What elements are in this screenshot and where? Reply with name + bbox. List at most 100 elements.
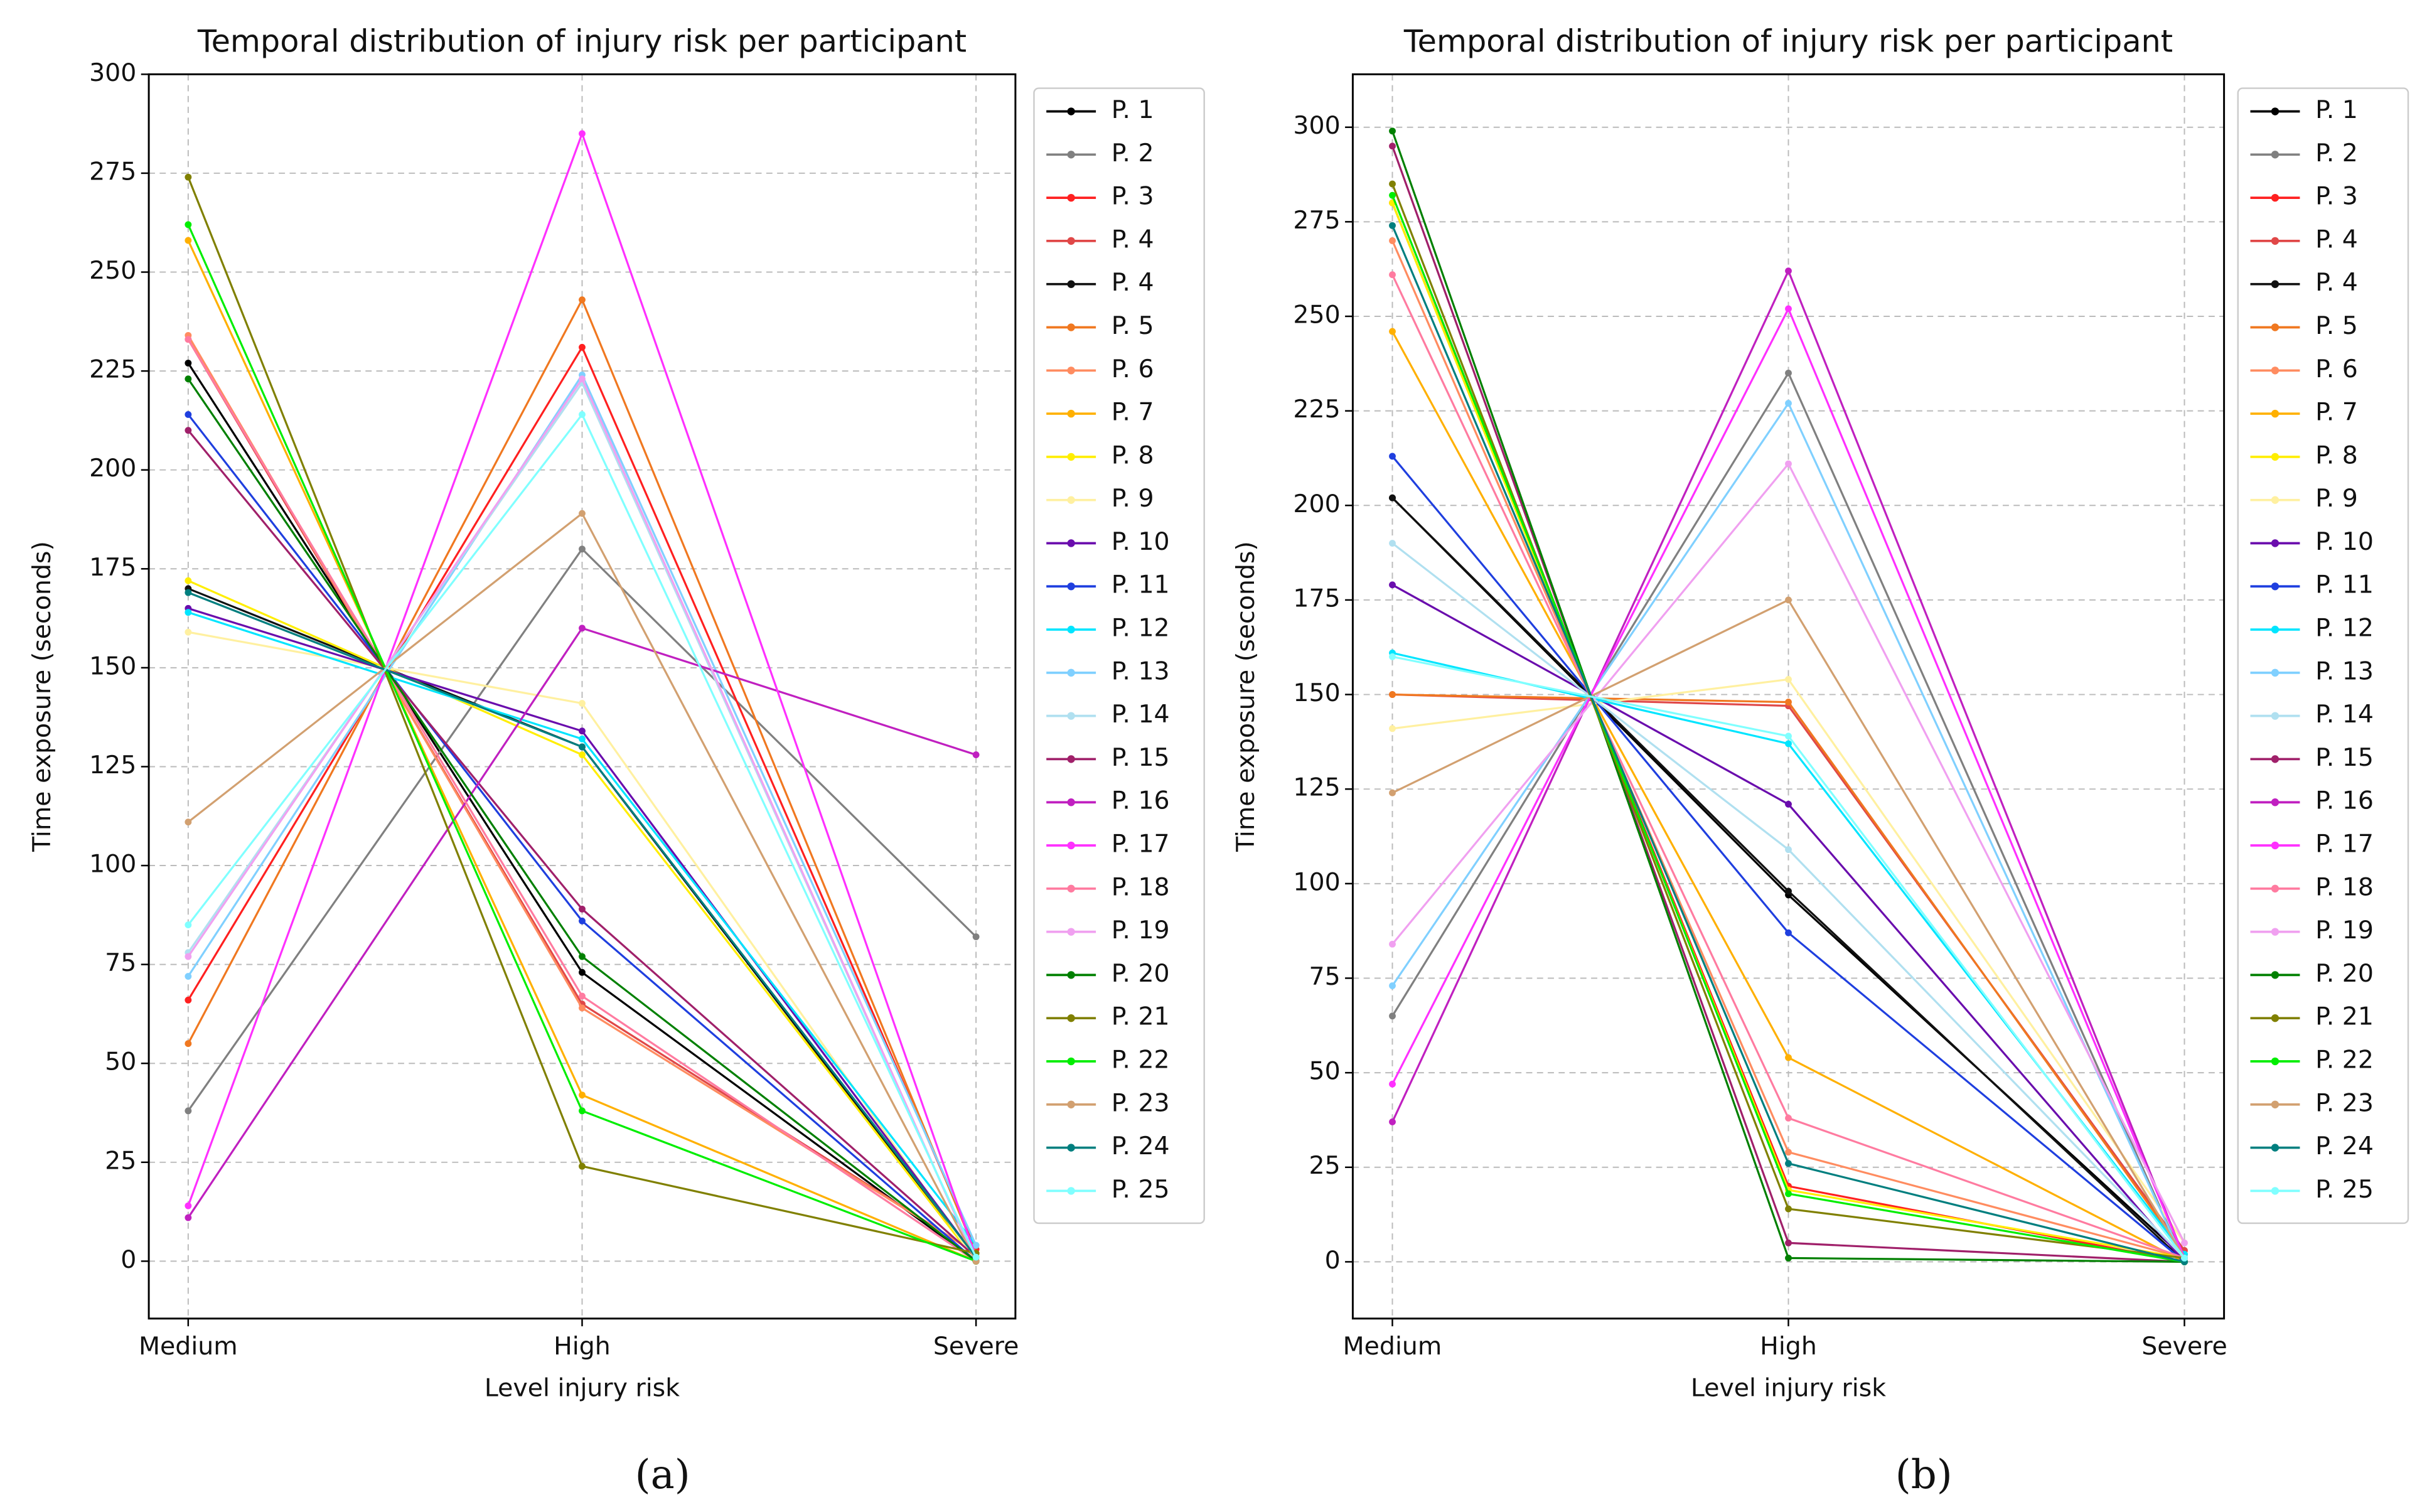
- data-point: [1785, 800, 1792, 808]
- data-point: [1389, 1118, 1396, 1125]
- legend-marker: [1067, 971, 1075, 979]
- data-point: [579, 411, 586, 418]
- panel-label: (a): [635, 1452, 690, 1498]
- y-tick-label: 75: [105, 948, 136, 977]
- data-point: [579, 1107, 586, 1115]
- data-point: [1785, 1149, 1792, 1156]
- data-point: [1389, 328, 1396, 335]
- legend-marker: [2271, 971, 2280, 979]
- legend-marker: [1067, 1187, 1075, 1195]
- legend-marker: [2271, 1057, 2280, 1066]
- y-tick-label: 300: [1293, 111, 1340, 140]
- legend-label: P. 18: [2315, 872, 2374, 901]
- data-point: [1785, 369, 1792, 377]
- legend-marker: [2271, 237, 2280, 245]
- data-point: [972, 1241, 980, 1249]
- data-point: [1389, 180, 1396, 188]
- data-point: [579, 917, 586, 925]
- data-point: [579, 1091, 586, 1099]
- y-tick-label: 25: [1309, 1151, 1341, 1180]
- legend-label: P. 6: [1112, 355, 1154, 383]
- data-point: [1785, 699, 1792, 706]
- legend-marker: [1067, 193, 1075, 202]
- axes-frame: [1351, 73, 2226, 1320]
- legend-marker: [1067, 1100, 1075, 1108]
- legend-marker: [1067, 841, 1075, 850]
- data-point: [185, 1107, 192, 1115]
- y-tick-label: 50: [1309, 1057, 1341, 1086]
- legend-marker: [1067, 280, 1075, 288]
- data-point: [1389, 127, 1396, 135]
- legend-label: P. 16: [2315, 786, 2374, 815]
- data-point: [1389, 271, 1396, 279]
- series-line: [1391, 268, 2185, 1258]
- y-tick-label: 50: [105, 1048, 136, 1076]
- data-point: [1389, 789, 1396, 796]
- legend-label: P. 12: [1112, 614, 1170, 643]
- data-point: [1389, 191, 1396, 199]
- legend-marker: [1067, 928, 1075, 936]
- data-point: [185, 589, 192, 596]
- data-point: [1785, 1190, 1792, 1198]
- data-point: [1785, 846, 1792, 854]
- legend-marker: [1067, 625, 1075, 634]
- data-point: [579, 343, 586, 351]
- legend-label: P. 2: [2315, 139, 2358, 168]
- data-point: [1389, 940, 1396, 948]
- legend-label: P. 5: [2315, 311, 2358, 340]
- legend-label: P. 3: [1112, 182, 1154, 211]
- legend-label: P. 17: [1112, 830, 1170, 859]
- legend-label: P. 14: [1112, 700, 1170, 729]
- x-tick-label: High: [1760, 1332, 1817, 1361]
- legend-label: P. 22: [1112, 1045, 1170, 1074]
- legend-marker: [1067, 107, 1075, 115]
- data-point: [185, 996, 192, 1004]
- legend-marker: [2271, 193, 2280, 202]
- legend-marker: [2271, 1144, 2280, 1152]
- x-axis-label: Level injury risk: [485, 1374, 680, 1403]
- x-tick-label: Severe: [933, 1332, 1019, 1361]
- data-point: [972, 1253, 980, 1261]
- legend-label: P. 7: [1112, 398, 1154, 427]
- legend-marker: [2271, 1187, 2280, 1195]
- legend-marker: [2271, 1014, 2280, 1022]
- data-point: [1389, 540, 1396, 547]
- legend-marker: [2271, 668, 2280, 677]
- y-tick-label: 150: [89, 651, 136, 680]
- data-point: [579, 1004, 586, 1012]
- legend-marker: [2271, 496, 2280, 504]
- legend: P. 1 P. 2 P. 3 P. 4 P. 4 P. 5 P. 6 P. 7 P. 8 P. 9…: [2237, 87, 2409, 1225]
- data-point: [1785, 929, 1792, 936]
- data-point: [579, 700, 586, 707]
- legend-marker: [2271, 928, 2280, 936]
- legend-label: P. 6: [2315, 355, 2358, 383]
- data-point: [579, 905, 586, 913]
- x-tick-label: Medium: [139, 1332, 238, 1361]
- x-tick-label: High: [554, 1332, 611, 1361]
- data-point: [579, 743, 586, 751]
- data-point: [185, 411, 192, 418]
- legend-label: P. 23: [2315, 1088, 2374, 1117]
- legend-label: P. 15: [2315, 743, 2374, 772]
- data-point: [579, 510, 586, 517]
- data-point: [185, 360, 192, 367]
- data-point: [579, 992, 586, 1000]
- legend-marker: [2271, 1100, 2280, 1108]
- y-tick-label: 250: [89, 256, 136, 285]
- data-point: [1785, 887, 1792, 895]
- legend-label: P. 24: [1112, 1132, 1170, 1161]
- legend-label: P. 17: [2315, 830, 2374, 859]
- x-tick-label: Medium: [1343, 1332, 1442, 1361]
- legend-marker: [1067, 323, 1075, 331]
- data-point: [185, 1202, 192, 1209]
- legend-label: P. 25: [2315, 1175, 2374, 1204]
- legend-label: P. 22: [2315, 1045, 2374, 1074]
- data-point: [972, 933, 980, 940]
- y-tick-label: 250: [1293, 300, 1340, 329]
- y-axis-label: Time exposure (seconds): [28, 541, 56, 852]
- legend-marker: [1067, 496, 1075, 504]
- legend-marker: [1067, 151, 1075, 159]
- legend-marker: [1067, 582, 1075, 591]
- data-point: [1785, 1054, 1792, 1061]
- data-point: [579, 727, 586, 735]
